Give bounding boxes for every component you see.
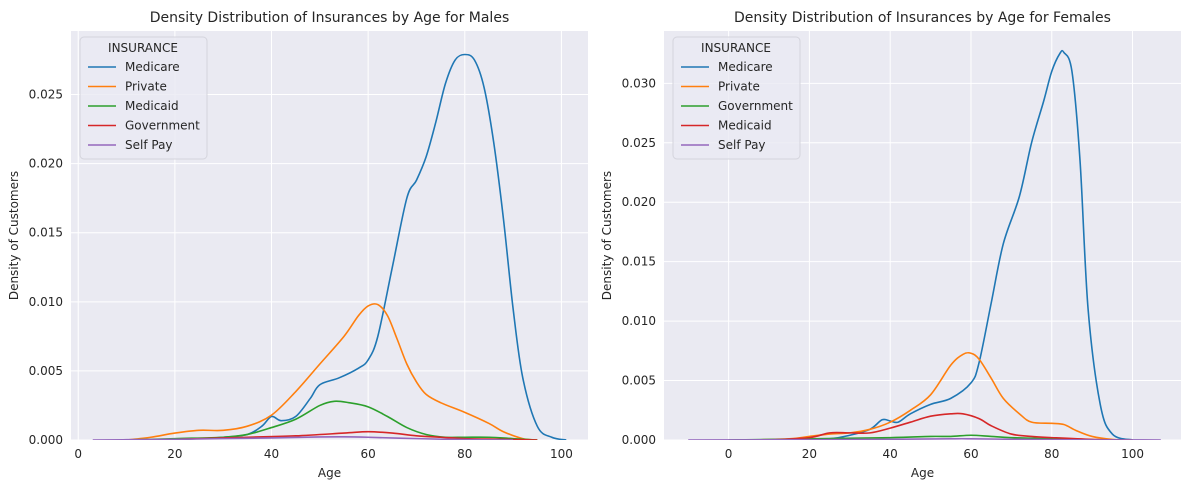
x-tick-label: 40: [883, 447, 898, 461]
legend-entry: Private: [718, 80, 760, 94]
y-tick-label: 0.030: [622, 76, 656, 90]
series-lines: [688, 49, 1161, 440]
x-tick-label: 40: [264, 447, 279, 461]
legend-entry: Private: [125, 80, 167, 94]
x-tick-label: 60: [963, 447, 978, 461]
legend-title: INSURANCE: [108, 41, 178, 55]
series-lines: [92, 53, 567, 440]
x-tick-label: 0: [74, 447, 82, 461]
series-line-medicare: [789, 49, 1133, 440]
series-line-self-pay: [688, 437, 1161, 440]
series-line-medicare: [165, 53, 567, 440]
x-tick-label: 100: [550, 447, 573, 461]
series-line-private: [126, 303, 538, 440]
legend-entry: Self Pay: [718, 138, 766, 152]
chart-title: Density Distribution of Insurances by Ag…: [734, 10, 1111, 26]
legend: INSURANCE Medicare Private Medicaid Governme…: [79, 36, 208, 160]
y-axis-label: Density of Customers: [7, 171, 21, 300]
y-tick-label: 0.000: [29, 433, 63, 447]
x-tick-label: 20: [167, 447, 182, 461]
y-tick-label: 0.010: [622, 314, 656, 328]
chart-title: Density Distribution of Insurances by Ag…: [150, 10, 509, 26]
y-axis-label: Density of Customers: [600, 171, 614, 300]
series-line-medicaid: [768, 412, 1133, 440]
x-tick-label: 80: [1044, 447, 1059, 461]
legend-entry: Government: [718, 99, 793, 113]
y-tick-label: 0.010: [29, 295, 63, 309]
x-axis-label: Age: [318, 466, 341, 480]
legend-entry: Medicare: [718, 60, 773, 74]
legend-entry: Medicaid: [718, 119, 772, 133]
x-tick-label: 80: [457, 447, 472, 461]
y-tick-label: 0.000: [622, 433, 656, 447]
x-tick-label: 100: [1121, 447, 1144, 461]
y-tick-label: 0.025: [29, 88, 63, 102]
y-tick-label: 0.005: [29, 364, 63, 378]
y-tick-label: 0.005: [622, 374, 656, 388]
y-tick-label: 0.020: [622, 195, 656, 209]
legend-entry: Government: [125, 119, 200, 133]
x-tick-label: 0: [725, 447, 733, 461]
series-line-government: [150, 430, 538, 440]
x-tick-label: 20: [802, 447, 817, 461]
legend-entry: Medicaid: [125, 99, 179, 113]
x-tick-label: 60: [361, 447, 376, 461]
legend: INSURANCE Medicare Private Government Medica…: [672, 36, 801, 160]
series-line-medicaid: [126, 400, 538, 440]
series-line-self-pay: [92, 435, 514, 440]
y-tick-label: 0.020: [29, 157, 63, 171]
y-tick-label: 0.015: [622, 255, 656, 269]
chart-panel-females: 0 20 40 60 80 100 0.000 0.005 0.010 0.015 0.020 0.0…: [600, 10, 1181, 480]
y-tick-label: 0.015: [29, 226, 63, 240]
legend-entry: Medicare: [125, 60, 180, 74]
legend-title: INSURANCE: [701, 41, 771, 55]
chart-panel-males: 0 20 40 60 80 100 0.000 0.005 0.010 0.015 0.020 0.0…: [7, 10, 588, 480]
legend-entry: Self Pay: [125, 138, 173, 152]
y-tick-label: 0.025: [622, 136, 656, 150]
x-axis-label: Age: [911, 466, 934, 480]
